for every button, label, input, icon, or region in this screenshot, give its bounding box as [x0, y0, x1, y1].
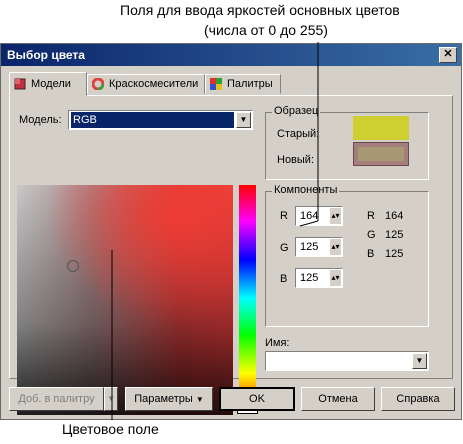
chevron-down-icon[interactable]: ▼ [412, 353, 427, 369]
red-readout-value: 164 [385, 210, 404, 222]
green-readout-label: G [367, 229, 376, 241]
chevron-down-icon[interactable]: ▼ [104, 387, 118, 411]
tab-label: Палитры [227, 78, 273, 90]
annotation-line-1: Поля для ввода яркостей основных цветов [120, 2, 400, 18]
red-readout-label: R [367, 210, 375, 222]
red-input-label: R [280, 210, 288, 222]
color-wheel-icon [91, 77, 105, 91]
name-select[interactable]: ▼ [265, 351, 429, 371]
annotation-top: Поля для ввода яркостей основных цветов … [0, 0, 463, 44]
title-bar: Выбор цвета ✕ [1, 44, 461, 66]
model-label: Модель: [19, 114, 62, 126]
green-readout-value: 125 [385, 229, 404, 241]
chevron-down-icon[interactable]: ▼ [236, 112, 251, 128]
tab-palettes[interactable]: Палитры [205, 74, 281, 94]
model-value: RGB [71, 112, 234, 128]
palette-grid-icon [210, 78, 222, 90]
blue-readout-label: B [367, 248, 375, 260]
help-button[interactable]: Справка [381, 387, 455, 411]
add-to-palette-button[interactable]: Доб. в палитру [9, 387, 104, 411]
hue-slider[interactable] [239, 185, 256, 412]
old-color-swatch [353, 116, 409, 140]
blue-readout-value: 125 [385, 248, 404, 260]
sample-group: Образец [265, 105, 429, 180]
green-input-value: 125 [300, 241, 319, 253]
components-group: Компоненты [265, 184, 429, 327]
chevron-down-icon: ▼ [195, 395, 204, 404]
color-dialog: Выбор цвета ✕ Модели Краскосмесители Пал… [0, 43, 462, 420]
spinner-icon[interactable]: ▴▾ [330, 208, 341, 224]
spinner-icon[interactable]: ▴▾ [330, 239, 341, 255]
new-color-swatch [353, 142, 409, 166]
dialog-title: Выбор цвета [7, 48, 85, 62]
color-field[interactable] [17, 185, 233, 415]
sample-group-title: Образец [272, 105, 321, 117]
blue-input-label: B [280, 273, 288, 285]
cube-icon [14, 78, 26, 90]
spinner-icon[interactable]: ▴▾ [330, 270, 341, 286]
tab-models[interactable]: Модели [9, 72, 87, 96]
blue-input-value: 125 [300, 272, 319, 284]
options-button-label: Параметры [134, 393, 193, 405]
options-button[interactable]: Параметры ▼ [125, 387, 213, 411]
annotation-line-2: (числа от 0 до 255) [204, 22, 328, 38]
ok-button[interactable]: OK [219, 387, 295, 411]
old-color-label: Старый: [277, 128, 320, 140]
new-color-label: Новый: [277, 154, 315, 166]
close-button[interactable]: ✕ [439, 47, 457, 63]
red-input[interactable]: 164 ▴▾ [295, 206, 343, 226]
red-input-value: 164 [300, 210, 319, 222]
blue-input[interactable]: 125 ▴▾ [295, 268, 343, 288]
tab-label: Краскосмесители [109, 78, 199, 90]
annotation-bottom: Цветовое поле [62, 421, 159, 437]
green-input-label: G [280, 242, 289, 254]
color-field-marker[interactable] [67, 260, 79, 272]
green-input[interactable]: 125 ▴▾ [295, 237, 343, 257]
name-label: Имя: [265, 337, 290, 349]
tab-label: Модели [31, 78, 71, 90]
tab-mixers[interactable]: Краскосмесители [87, 74, 205, 94]
components-group-title: Компоненты [272, 184, 340, 196]
cancel-button[interactable]: Отмена [301, 387, 375, 411]
new-color-inner [358, 147, 404, 161]
model-select[interactable]: RGB ▼ [68, 110, 253, 130]
leader-line-top-tip [299, 220, 319, 227]
